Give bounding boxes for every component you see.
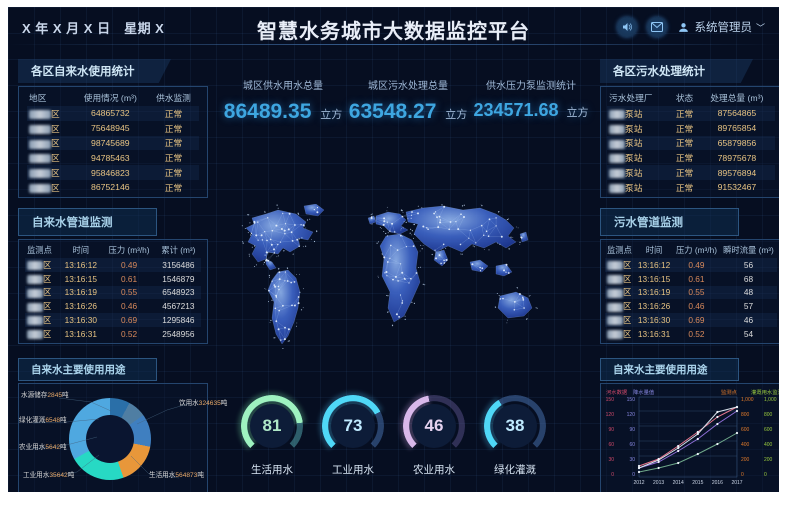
svg-text:2013: 2013: [653, 480, 664, 486]
svg-text:监测点: 监测点: [721, 388, 738, 396]
svg-text:0: 0: [741, 472, 744, 478]
svg-text:200: 200: [741, 457, 750, 463]
svg-text:800: 800: [764, 412, 773, 418]
svg-text:0: 0: [632, 472, 635, 478]
svg-text:降水量值: 降水量值: [633, 388, 655, 396]
svg-text:120: 120: [606, 412, 615, 418]
svg-text:90: 90: [608, 427, 614, 433]
svg-text:400: 400: [764, 442, 773, 448]
svg-text:2014: 2014: [673, 480, 684, 486]
svg-text:600: 600: [764, 427, 773, 433]
svg-text:2012: 2012: [633, 480, 644, 486]
svg-text:0: 0: [764, 472, 767, 478]
svg-text:2016: 2016: [712, 480, 723, 486]
svg-text:120: 120: [627, 412, 636, 418]
svg-text:0: 0: [611, 472, 614, 478]
svg-text:60: 60: [608, 442, 614, 448]
svg-text:1,000: 1,000: [741, 397, 754, 403]
svg-text:600: 600: [741, 427, 750, 433]
svg-text:90: 90: [629, 427, 635, 433]
svg-text:800: 800: [741, 412, 750, 418]
svg-text:200: 200: [764, 457, 773, 463]
svg-text:1,000: 1,000: [764, 397, 777, 403]
svg-text:2015: 2015: [692, 480, 703, 486]
svg-text:30: 30: [629, 457, 635, 463]
svg-text:灌溉用水监测: 灌溉用水监测: [751, 388, 779, 396]
svg-text:30: 30: [608, 457, 614, 463]
svg-text:400: 400: [741, 442, 750, 448]
svg-text:150: 150: [627, 397, 636, 403]
svg-text:河水数据: 河水数据: [606, 388, 628, 396]
svg-text:2017: 2017: [731, 480, 742, 486]
svg-text:60: 60: [629, 442, 635, 448]
svg-text:150: 150: [606, 397, 615, 403]
